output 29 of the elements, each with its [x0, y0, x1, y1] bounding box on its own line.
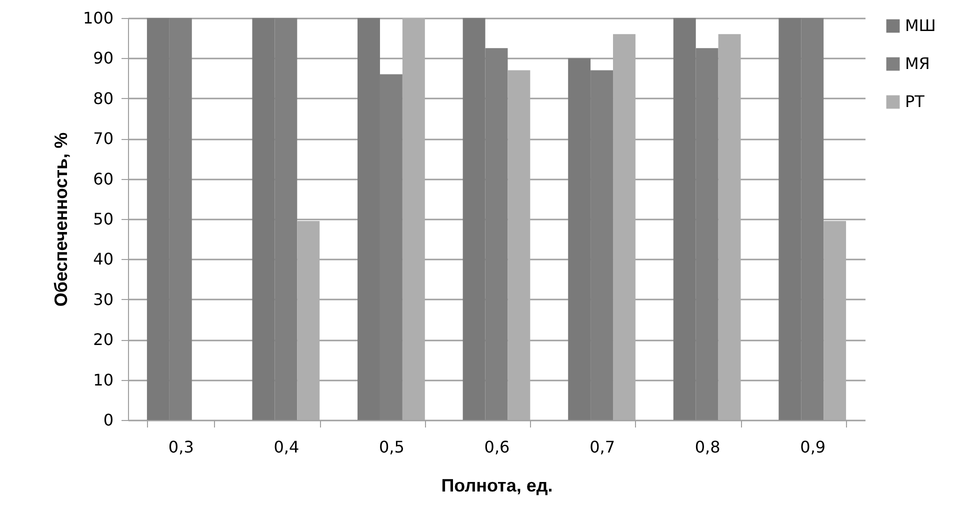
y-tick-label: 80: [93, 88, 114, 108]
bar: [402, 18, 425, 420]
y-axis-title: Обеспеченность, %: [50, 132, 71, 307]
bar: [613, 34, 636, 420]
bar: [508, 70, 530, 420]
legend-label: МШ: [905, 16, 936, 35]
x-tick-label: 0,7: [590, 438, 616, 456]
bar: [718, 34, 741, 420]
legend-label: МЯ: [905, 54, 930, 73]
x-axis-title: Полнота, ед.: [441, 476, 553, 496]
y-tick-label: 30: [93, 290, 114, 309]
y-tick-label: 90: [93, 48, 114, 68]
y-tick-label: 50: [93, 210, 114, 228]
y-tick-label: 40: [93, 250, 114, 269]
y-tick-label: 100: [82, 8, 114, 28]
y-tick-label: 10: [93, 370, 114, 390]
x-tick-label: 0,5: [378, 438, 404, 456]
y-tick-label: 20: [93, 330, 114, 350]
legend-label: РТ: [905, 92, 925, 111]
bar: [824, 221, 846, 420]
x-tick-label: 0,8: [694, 438, 720, 456]
bar: [297, 221, 320, 420]
y-tick-label: 0: [103, 410, 114, 430]
x-tick-label: 0,4: [274, 438, 300, 456]
y-tick-label: 70: [93, 129, 114, 148]
x-tick-label: 0,9: [800, 438, 826, 456]
y-tick-label: 60: [93, 169, 114, 188]
x-tick-label: 0,6: [484, 438, 510, 456]
x-tick-label: 0,3: [168, 438, 194, 456]
